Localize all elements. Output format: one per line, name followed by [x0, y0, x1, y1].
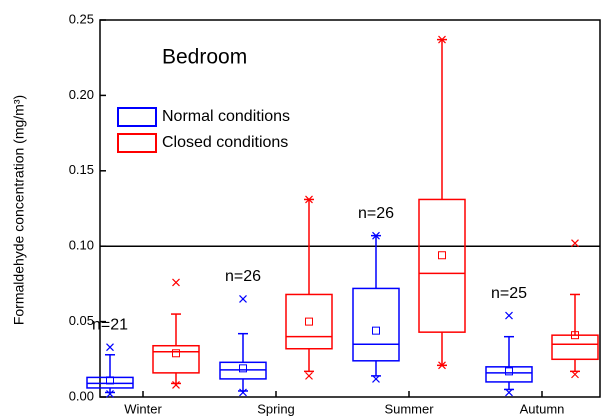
y-axis-label: Formaldehyde concentration (mg/m³) [11, 95, 27, 325]
y-tick-label: 0.20 [69, 87, 94, 102]
extreme-max [372, 231, 380, 240]
extreme-min [305, 371, 313, 380]
extreme-max [239, 295, 247, 303]
extreme-min [372, 374, 380, 383]
box [86, 376, 134, 389]
box [352, 287, 400, 362]
n-label: n=21 [92, 316, 128, 333]
extreme-max [571, 239, 579, 248]
plot-frame [99, 19, 601, 398]
extreme-min [438, 361, 446, 370]
y-tick-label: 0.25 [69, 11, 94, 26]
y-tick-label: 0.00 [69, 388, 94, 403]
box [418, 198, 466, 333]
extreme-min [106, 390, 114, 398]
mean [372, 326, 380, 335]
mean [505, 367, 513, 376]
mean [305, 317, 313, 326]
legend-label: Closed conditions [162, 134, 288, 151]
annotation: Bedroom [162, 46, 247, 69]
y-tick-label: 0.05 [69, 313, 94, 328]
extreme-min [172, 381, 180, 389]
legend-swatch [117, 107, 157, 127]
mean [438, 251, 446, 260]
mean [571, 331, 579, 340]
mean [106, 376, 114, 385]
x-tick-label: Summer [384, 401, 434, 416]
extreme-max [438, 35, 446, 44]
x-tick-label: Winter [124, 401, 162, 416]
n-label: n=26 [358, 205, 394, 222]
box [485, 366, 533, 383]
y-tick-label: 0.15 [69, 162, 94, 177]
extreme-min [505, 388, 513, 397]
mean [172, 349, 180, 358]
box [219, 361, 267, 380]
n-label: n=26 [225, 268, 261, 285]
n-label: n=25 [491, 285, 527, 302]
extreme-min [239, 388, 247, 397]
box [152, 344, 200, 374]
extreme-max [305, 195, 313, 204]
legend-swatch [117, 133, 157, 153]
extreme-max [106, 343, 114, 352]
extreme-min [571, 370, 579, 379]
extreme-max [505, 311, 513, 320]
legend-label: Normal conditions [162, 108, 290, 125]
extreme-max [172, 278, 180, 287]
box [551, 334, 599, 361]
mean [239, 364, 247, 373]
box [285, 293, 333, 350]
x-tick-label: Spring [257, 401, 295, 416]
x-tick-label: Autumn [520, 401, 565, 416]
y-tick-label: 0.10 [69, 238, 94, 253]
